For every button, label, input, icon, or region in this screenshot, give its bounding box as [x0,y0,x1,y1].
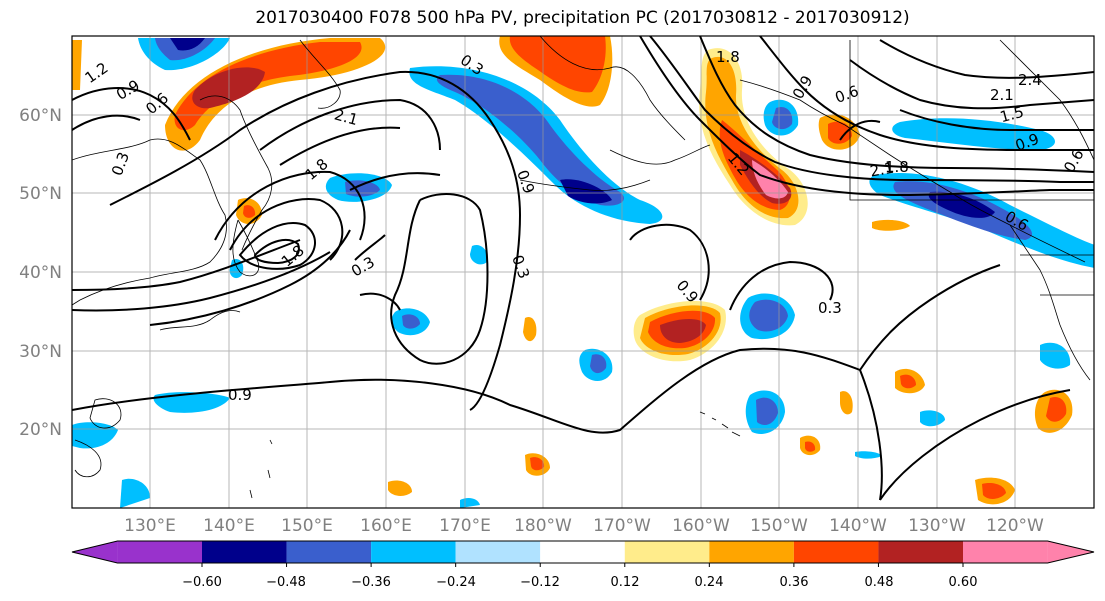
lon-label: 140°W [829,516,887,536]
lat-label: 60°N [19,106,62,126]
colorbar-segment [117,541,202,563]
colorbar-segment [202,541,287,563]
contour-label: 0.3 [818,299,842,317]
contour-label: 2.1 [869,159,896,181]
lon-label: 130°E [124,516,176,536]
coastlines [72,36,1094,499]
colorbar-tick-label: −0.60 [182,575,222,590]
contour-label: 1.8 [885,158,909,176]
colorbar-segment [286,541,372,563]
lat-labels: 60°N 50°N 40°N 30°N 20°N [19,106,62,440]
colorbar-segment [878,541,963,563]
colorbar-tick-label: −0.12 [520,575,560,590]
lon-label: 160°E [360,516,412,536]
colorbar-tick-label: 0.36 [780,575,809,590]
colorbar-tick-label: −0.24 [436,575,476,590]
lon-label: 120°W [986,516,1044,536]
lon-label: 180°W [514,516,572,536]
colorbar-segment [963,541,1048,563]
colorbar-segment [709,541,794,563]
colorbar-extend-high [1047,541,1094,563]
lon-label: 140°E [203,516,255,536]
colorbar-tick-label: −0.48 [266,575,306,590]
lat-label: 50°N [19,184,62,204]
colorbar-extend-low [72,541,118,563]
lon-label: 150°W [750,516,808,536]
lon-label: 150°E [281,516,333,536]
lat-label: 20°N [19,420,62,440]
colorbar-ticks: −0.60 −0.48 −0.36 −0.24 −0.12 0.12 0.24 … [182,575,977,590]
colorbar-tick-label: −0.36 [351,575,391,590]
lat-label: 30°N [19,342,62,362]
lon-label: 160°W [672,516,730,536]
colorbar-outline [71,540,1095,564]
contour-label: 0.9 [228,386,252,404]
lon-label: 170°W [593,516,651,536]
lat-label: 40°N [19,263,62,283]
lon-label: 170°E [439,516,491,536]
contour-label: 2.4 [1018,71,1042,89]
lon-label: 130°W [908,516,966,536]
colorbar-tick-label: 0.12 [611,575,640,590]
map-frame [71,35,1095,509]
contour-label: 1.5 [998,103,1026,127]
contour-label: 2.1 [990,86,1014,104]
colorbar-tick-label: 0.48 [865,575,894,590]
colorbar-segment [455,541,541,563]
lon-labels: 130°E 140°E 150°E 160°E 170°E 180°W 170°… [124,516,1044,536]
contour-label: 2.1 [332,105,360,129]
colorbar-segment [624,541,710,563]
colorbar-segment [540,541,625,563]
contour-label: 1.8 [716,48,740,66]
colorbar-tick-label: 0.60 [949,575,978,590]
pv-contours [72,36,1094,501]
colorbar-tick-label: 0.24 [695,575,724,590]
colorbar-segment [793,541,879,563]
colorbar [71,540,1095,567]
map-title: 2017030400 F078 500 hPa PV, precipitatio… [255,8,910,28]
colorbar-segment [371,541,456,563]
